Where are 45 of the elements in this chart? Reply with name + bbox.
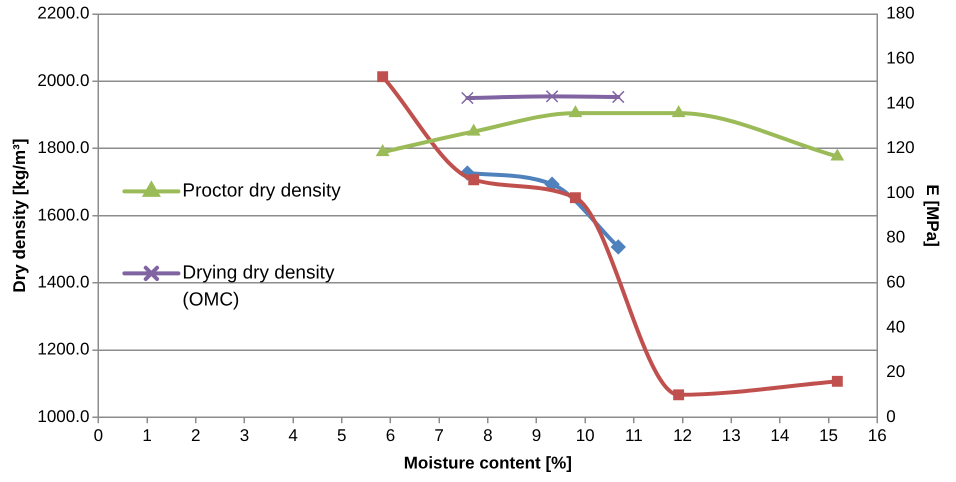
y-tick-label: 2200.0 xyxy=(37,4,90,23)
y-tick-label: 1800.0 xyxy=(37,138,90,158)
x-tick-label: 6 xyxy=(386,426,396,446)
y-tick-label: 2000.0 xyxy=(37,70,90,90)
x-tick-label: 9 xyxy=(532,426,542,446)
x-tick-label: 7 xyxy=(434,426,444,446)
x-tick-label: 10 xyxy=(576,426,595,446)
y-tick-label: 1200.0 xyxy=(37,340,90,359)
x-tick-label: 16 xyxy=(868,426,887,446)
y-tick-label: 1600.0 xyxy=(37,205,90,224)
y2-tick-label: 20 xyxy=(886,362,906,382)
x-tick-label: 1 xyxy=(142,426,152,446)
point xyxy=(832,376,843,387)
x-tick-label: 15 xyxy=(819,426,838,446)
y2-tick-label: 40 xyxy=(886,317,906,336)
y2-tick-label: 120 xyxy=(886,138,915,158)
x-tick-label: 13 xyxy=(722,426,741,446)
point xyxy=(377,71,388,82)
x-tick-label: 8 xyxy=(483,426,493,446)
x-tick-label: 2 xyxy=(191,426,200,446)
x-tick-label: 5 xyxy=(337,426,347,446)
point xyxy=(468,174,480,186)
x-tick-label: 4 xyxy=(288,426,298,446)
point xyxy=(673,389,684,400)
x-axis-title: Moisture content [%] xyxy=(404,453,572,472)
y2-tick-label: 60 xyxy=(886,272,906,292)
point xyxy=(610,239,626,254)
point xyxy=(570,192,581,204)
y-tick-label: 1400.0 xyxy=(37,272,90,292)
x-tick-label: 3 xyxy=(240,426,250,446)
y2-tick-label: 140 xyxy=(886,93,915,112)
x-tick-label: 0 xyxy=(94,426,104,446)
y2-tick-label: 180 xyxy=(886,4,915,23)
legend-label: Drying dry density (OMC) xyxy=(182,262,335,311)
y2-axis-title: E [MPa] xyxy=(923,184,942,247)
y2-tick-label: 160 xyxy=(886,48,915,68)
y2-tick-label: 0 xyxy=(886,406,896,426)
x-tick-label: 11 xyxy=(625,426,643,446)
y-tick-label: 1000.0 xyxy=(37,406,90,426)
y2-tick-label: 100 xyxy=(886,182,915,202)
legend-label: Proctor dry density xyxy=(182,180,342,202)
x-tick-label: 14 xyxy=(770,426,790,446)
y-axis-title: Dry density [kg/m³] xyxy=(10,138,29,293)
y2-tick-label: 80 xyxy=(886,228,906,247)
x-tick-label: 12 xyxy=(673,426,692,446)
